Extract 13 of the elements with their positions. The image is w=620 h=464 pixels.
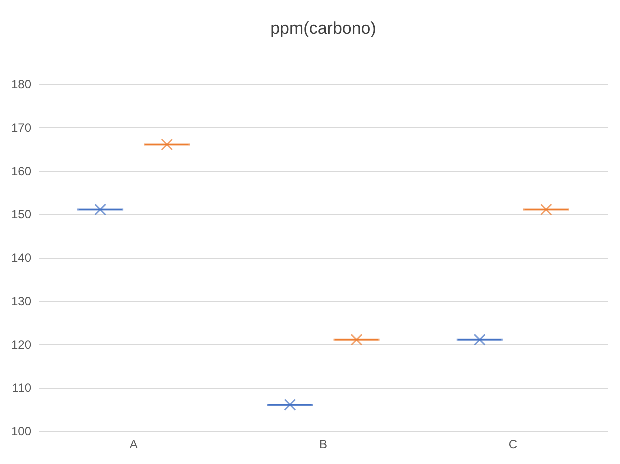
x-tick-label: A bbox=[130, 438, 138, 452]
chart-title: ppm(carbono) bbox=[270, 19, 376, 38]
y-tick-label: 140 bbox=[11, 251, 32, 265]
y-tick-label: 110 bbox=[12, 381, 32, 396]
y-tick-label: 120 bbox=[11, 338, 32, 352]
x-tick-label: B bbox=[319, 438, 328, 452]
y-tick-label: 180 bbox=[11, 78, 32, 92]
y-tick-label: 150 bbox=[11, 208, 32, 222]
y-tick-label: 170 bbox=[11, 120, 32, 135]
x-tick-label: C bbox=[508, 438, 518, 452]
y-tick-label: 130 bbox=[11, 294, 32, 308]
y-tick-label: 100 bbox=[11, 424, 32, 438]
y-tick-label: 160 bbox=[11, 164, 32, 178]
